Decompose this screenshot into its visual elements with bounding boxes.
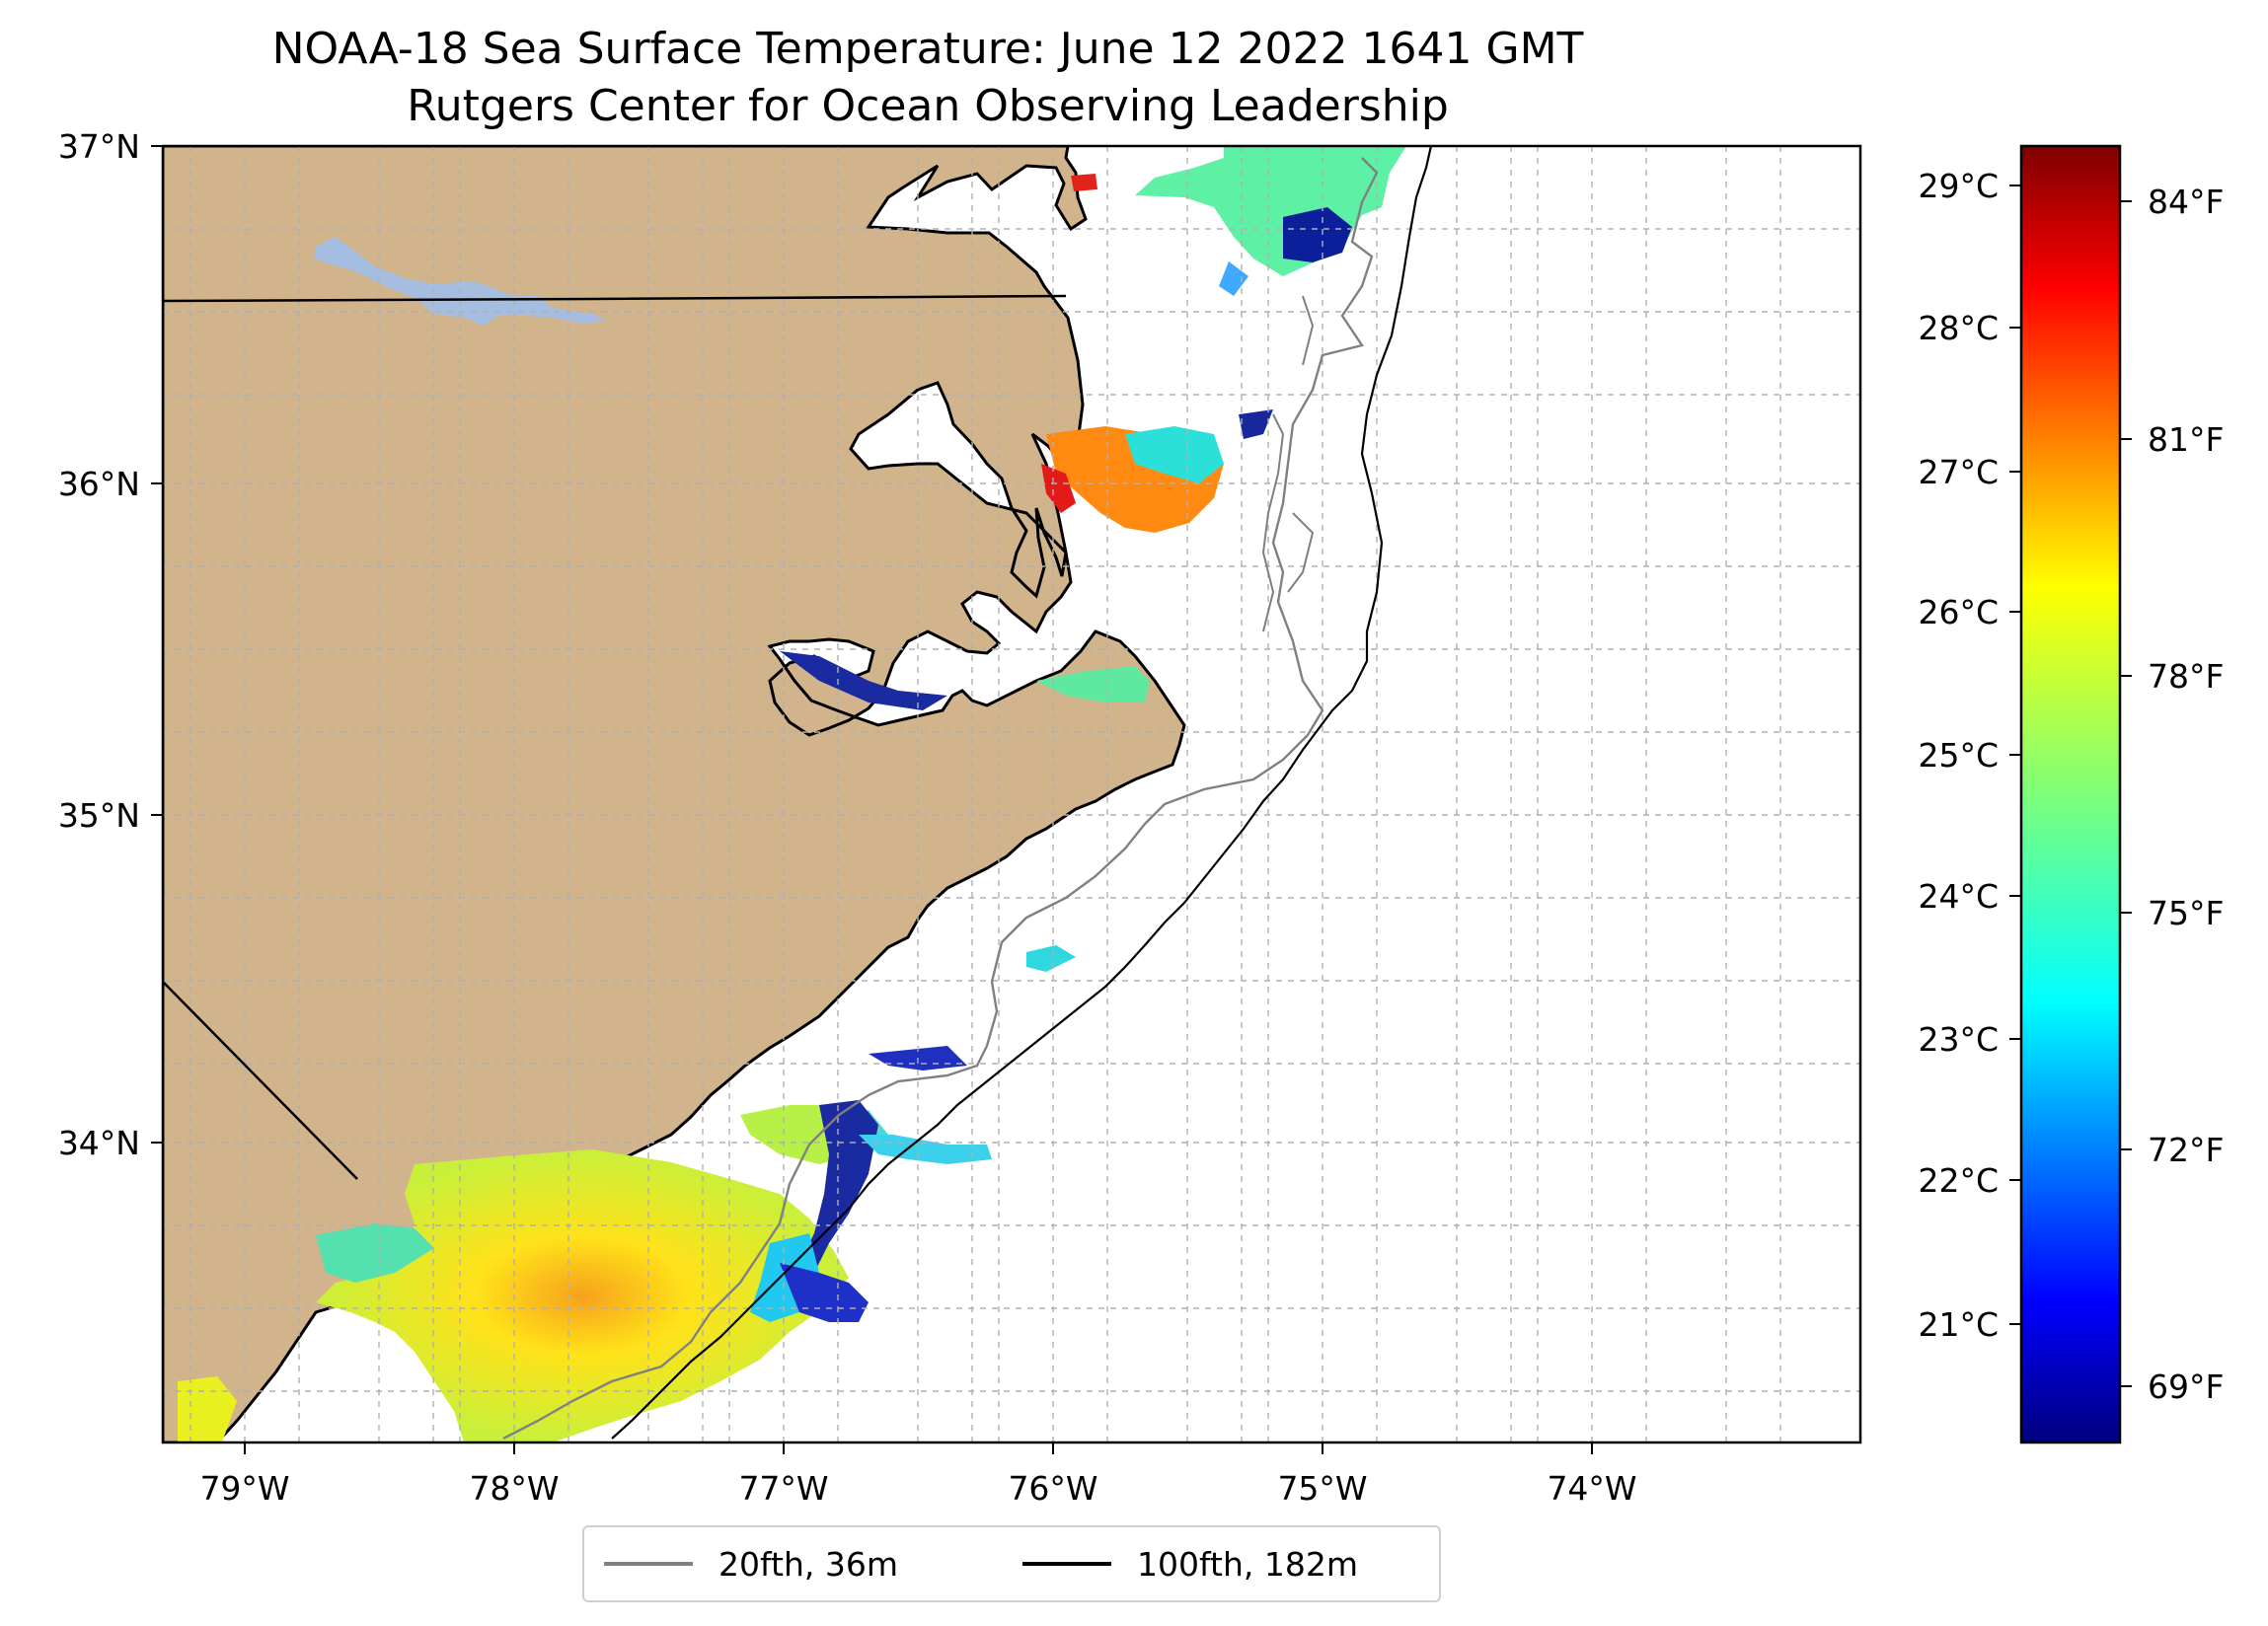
- y-axis: [151, 145, 163, 1144]
- contour-100fth: [611, 146, 1433, 1440]
- x-tick-label: 79°W: [199, 1469, 289, 1508]
- legend-label: 20fth, 36m: [718, 1544, 898, 1584]
- legend-swatch-black: [1022, 1562, 1111, 1566]
- celsius-tick-label: 21°C: [1918, 1305, 1999, 1344]
- fahrenheit-tick-label: 75°F: [2148, 894, 2224, 932]
- state-borders: [163, 294, 1067, 1180]
- celsius-tick-label: 22°C: [1918, 1161, 1999, 1200]
- legend-label: 100fth, 182m: [1137, 1544, 1358, 1584]
- celsius-tick-label: 27°C: [1918, 453, 1999, 491]
- celsius-tick-label: 29°C: [1918, 167, 1999, 205]
- y-tick-label: 35°N: [58, 796, 140, 835]
- fahrenheit-tick-label: 72°F: [2148, 1131, 2224, 1169]
- x-tick-label: 76°W: [1008, 1469, 1097, 1508]
- contour-20fth: [502, 157, 1379, 1441]
- celsius-tick-label: 28°C: [1918, 309, 1999, 347]
- sst-data: [178, 146, 1406, 1442]
- colorbar-fahrenheit-ticks: [2120, 200, 2132, 1387]
- lake: [314, 237, 607, 326]
- celsius-tick-label: 25°C: [1918, 736, 1999, 775]
- map-title: NOAA-18 Sea Surface Temperature: June 12…: [271, 24, 1584, 74]
- contour-20fth-islands: [1261, 295, 1315, 632]
- y-tick-label: 34°N: [58, 1124, 140, 1162]
- fahrenheit-tick-label: 81°F: [2148, 420, 2224, 459]
- celsius-tick-label: 23°C: [1918, 1020, 1999, 1059]
- colorbar: [2019, 144, 2122, 1444]
- fahrenheit-tick-label: 69°F: [2148, 1367, 2224, 1406]
- celsius-tick-label: 24°C: [1918, 877, 1999, 916]
- grid-lines: [163, 146, 1860, 1442]
- celsius-tick-label: 26°C: [1918, 593, 1999, 631]
- x-axis: [244, 1442, 1593, 1454]
- x-tick-label: 75°W: [1277, 1469, 1367, 1508]
- y-tick-label: 37°N: [58, 127, 140, 166]
- legend-swatch-gray: [604, 1562, 693, 1566]
- y-tick-label: 36°N: [58, 465, 140, 503]
- legend-item-20fth: 20fth, 36m: [604, 1539, 898, 1589]
- fahrenheit-tick-label: 78°F: [2148, 657, 2224, 696]
- fahrenheit-tick-label: 84°F: [2148, 183, 2224, 221]
- map-subtitle: Rutgers Center for Ocean Observing Leade…: [407, 81, 1449, 131]
- x-tick-label: 78°W: [469, 1469, 559, 1508]
- legend: 20fth, 36m 100fth, 182m: [582, 1525, 1441, 1602]
- x-tick-label: 77°W: [738, 1469, 828, 1508]
- x-tick-label: 74°W: [1547, 1469, 1636, 1508]
- colorbar-celsius-ticks: [2009, 185, 2021, 1325]
- legend-item-100fth: 100fth, 182m: [1022, 1539, 1358, 1589]
- map-frame: [161, 144, 1862, 1444]
